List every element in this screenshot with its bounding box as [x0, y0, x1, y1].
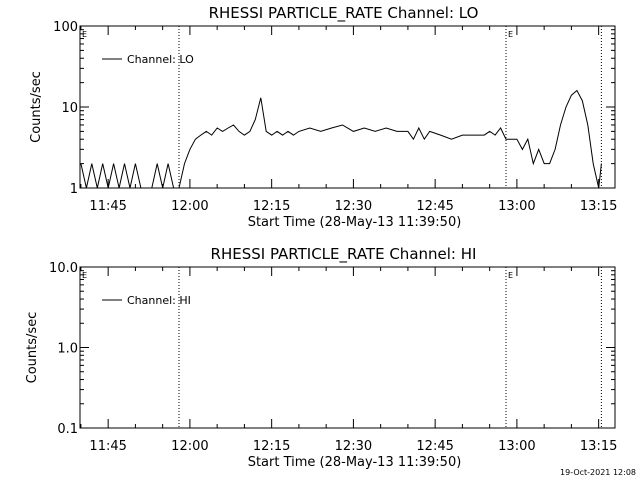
legend-label: Channel: LO — [127, 53, 194, 66]
x-tick-label: 12:30 — [335, 439, 372, 454]
x-tick-label: 13:00 — [498, 199, 535, 214]
chart-panel-2: RHESSI PARTICLE_RATE Channel: HI 0.1 1.0 10… — [25, 245, 617, 470]
x-tick-label: 12:15 — [253, 439, 290, 454]
x-tick-label: 13:15 — [580, 439, 617, 454]
x-tick-label: 13:00 — [498, 439, 535, 454]
series-line — [80, 89, 602, 189]
x-tick-label: 11:45 — [89, 199, 126, 214]
x-tick-label: 12:30 — [335, 199, 372, 214]
event-marker-label: E — [508, 30, 513, 39]
chart-title: RHESSI PARTICLE_RATE Channel: HI — [211, 245, 477, 264]
footer-timestamp: 19-Oct-2021 12:08 — [560, 468, 636, 477]
y-axis-label: Counts/sec — [25, 312, 40, 384]
event-marker-label: E — [508, 271, 513, 280]
y-tick-label: 0.1 — [57, 422, 78, 437]
x-tick-label: 12:45 — [416, 199, 453, 214]
x-axis-label: Start Time (28-May-13 11:39:50) — [248, 215, 462, 230]
y-tick-label: 10.0 — [49, 261, 78, 276]
plot-frame — [79, 25, 616, 189]
legend-label: Channel: HI — [127, 294, 191, 307]
x-tick-label: 11:45 — [89, 439, 126, 454]
x-tick-label: 12:00 — [171, 199, 208, 214]
y-axis-label: Counts/sec — [29, 71, 44, 143]
x-tick-label: 12:00 — [171, 439, 208, 454]
x-tick-label: 12:15 — [253, 199, 290, 214]
y-tick-label: 1.0 — [57, 342, 78, 357]
y-tick-label: 10 — [61, 101, 78, 116]
event-marker-label: E — [82, 271, 87, 280]
plot-frame — [79, 266, 616, 429]
x-tick-label: 13:15 — [580, 199, 617, 214]
x-tick-label: 12:45 — [416, 439, 453, 454]
y-tick-label: 100 — [53, 20, 78, 35]
event-marker-label: E — [82, 30, 87, 39]
chart-title: RHESSI PARTICLE_RATE Channel: LO — [209, 4, 479, 23]
y-tick-label: 1 — [70, 182, 78, 197]
chart-panel-1: RHESSI PARTICLE_RATE Channel: LO 1 10 100 11… — [29, 4, 617, 230]
x-axis-label: Start Time (28-May-13 11:39:50) — [248, 455, 462, 470]
